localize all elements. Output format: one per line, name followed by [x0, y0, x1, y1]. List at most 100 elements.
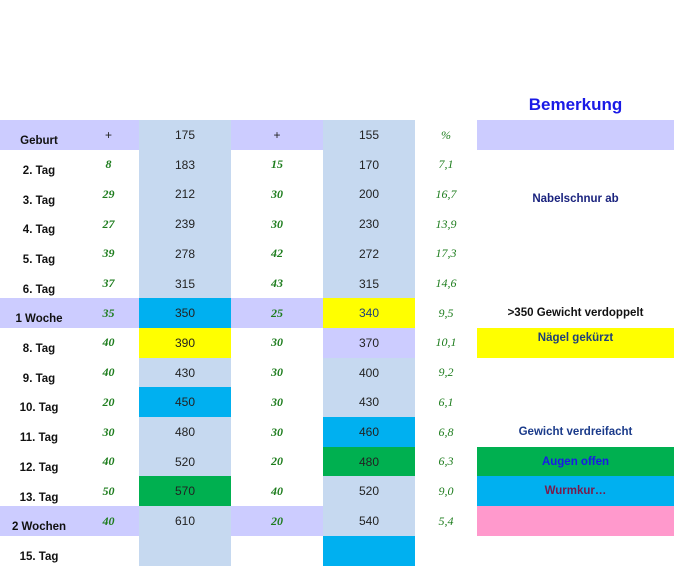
gain-a: 40	[102, 365, 115, 380]
gain-b: 40	[271, 483, 283, 498]
gain-a: 40	[102, 454, 115, 469]
row-label: 2. Tag	[22, 164, 56, 177]
percent-gain: 13,9	[435, 216, 457, 231]
header-weight-b: 155	[323, 120, 415, 151]
percent-gain: 14,6	[435, 276, 457, 291]
remark: Nägel gekürzt	[477, 327, 674, 359]
percent-gain: 17,3	[435, 246, 457, 261]
weight-b: 315	[323, 268, 415, 299]
weight-b: 400	[323, 357, 415, 388]
weight-b: 370	[323, 327, 415, 359]
header-plus-b: +	[231, 120, 323, 151]
weight-a	[139, 535, 231, 566]
percent-gain: 10,1	[435, 335, 457, 350]
gain-a: 8	[105, 157, 112, 172]
weight-a: 450	[139, 387, 231, 418]
gain-b	[231, 536, 323, 566]
weight-a: 480	[139, 417, 231, 448]
remark	[477, 358, 674, 388]
percent-gain: 9,2	[438, 365, 454, 380]
gain-b: 20	[271, 454, 283, 469]
percent-gain: 7,1	[438, 157, 454, 172]
remark: >350 Gewicht verdoppelt	[507, 307, 644, 320]
weight-b: 520	[323, 476, 415, 507]
weight-b: 340	[323, 298, 415, 329]
weight-a: 239	[139, 209, 231, 240]
header-plus-a: +	[78, 120, 139, 151]
gain-b: 30	[271, 186, 283, 201]
remarks-title: Bemerkung	[528, 95, 623, 114]
weight-b: 230	[323, 209, 415, 240]
gain-b: 25	[231, 298, 323, 329]
weight-a: 350	[139, 298, 231, 329]
row-label: 6. Tag	[22, 283, 56, 296]
remark	[477, 506, 674, 537]
weight-a: 212	[139, 179, 231, 210]
gain-a: 30	[102, 424, 115, 439]
remark	[477, 239, 674, 269]
weight-a: 183	[139, 149, 231, 180]
weight-b: 170	[323, 149, 415, 180]
row-label: 8. Tag	[22, 343, 56, 356]
percent-gain: 6,1	[438, 394, 454, 409]
weight-b: 540	[323, 506, 415, 537]
gain-b: 42	[271, 246, 283, 261]
gain-a	[78, 536, 139, 566]
row-label: 10. Tag	[19, 402, 59, 415]
row-label: 13. Tag	[19, 491, 59, 504]
remark	[477, 536, 674, 566]
weight-b: 200	[323, 179, 415, 210]
remark: Gewicht verdreifacht	[518, 426, 633, 439]
gain-b: 30	[271, 365, 283, 380]
gain-a: 39	[102, 246, 115, 261]
weight-a: 390	[139, 327, 231, 359]
weight-a: 315	[139, 268, 231, 299]
remark: Nabelschnur ab	[532, 193, 619, 206]
gain-b: 15	[271, 157, 283, 172]
weight-b: 480	[323, 446, 415, 477]
row-label: 2 Wochen	[0, 506, 78, 537]
percent-gain: 6,8	[438, 424, 454, 439]
row-label: 15. Tag	[19, 550, 59, 563]
weight-a: 278	[139, 238, 231, 269]
weight-a: 520	[139, 446, 231, 477]
remark: Wurmkur…	[477, 476, 674, 507]
percent-gain: 9,5	[438, 305, 454, 320]
gain-a: 27	[102, 216, 115, 231]
row-label: 12. Tag	[19, 461, 59, 474]
gain-b: 20	[231, 506, 323, 537]
weight-b: 430	[323, 387, 415, 418]
weight-b: 272	[323, 238, 415, 269]
percent-gain: 16,7	[435, 186, 457, 201]
gain-a: 40	[78, 506, 139, 537]
gain-a: 37	[102, 276, 115, 291]
weight-a: 570	[139, 476, 231, 507]
gain-a: 40	[102, 335, 115, 350]
gain-a: 50	[102, 483, 115, 498]
header-percent: %	[441, 127, 451, 142]
percent-gain: 5,4	[438, 513, 454, 528]
weight-b	[323, 535, 415, 566]
gain-a: 29	[102, 186, 115, 201]
row-label: 5. Tag	[22, 253, 56, 266]
gain-b: 30	[271, 335, 283, 350]
header-weight-a: 175	[139, 120, 231, 151]
gain-b: 30	[271, 216, 283, 231]
header-note	[477, 120, 674, 151]
row-label: 4. Tag	[22, 224, 56, 237]
row-label: 1 Woche	[0, 298, 78, 329]
remark	[477, 387, 674, 417]
gain-a: 20	[102, 394, 115, 409]
remark	[477, 150, 674, 180]
gain-b: 30	[271, 394, 283, 409]
remark: Augen offen	[477, 446, 674, 477]
remark	[477, 209, 674, 239]
weight-a: 430	[139, 357, 231, 388]
weight-b: 460	[323, 417, 415, 448]
gain-a: 35	[78, 298, 139, 329]
weight-a: 610	[139, 506, 231, 537]
gain-b: 30	[271, 424, 283, 439]
percent-gain: 6,3	[438, 454, 454, 469]
row-label: 11. Tag	[19, 432, 59, 445]
